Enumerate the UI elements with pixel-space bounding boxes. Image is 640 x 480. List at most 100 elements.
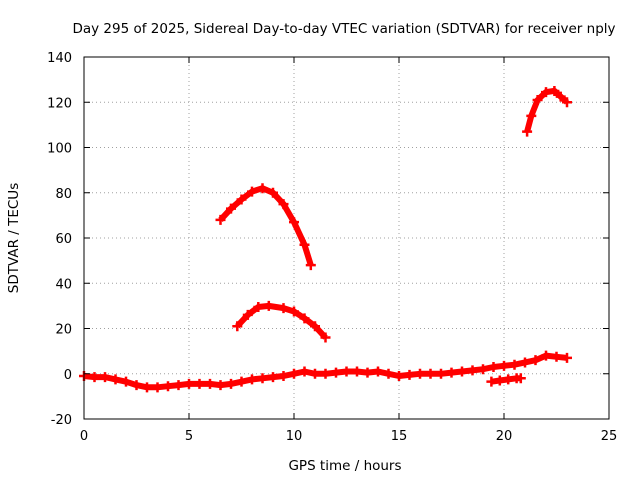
data-point <box>499 360 509 371</box>
data-point <box>242 309 253 320</box>
data-point <box>341 366 352 377</box>
series-late-low <box>486 373 526 387</box>
y-axis-label: SDTVAR / TECUs <box>6 183 22 293</box>
data-point <box>257 373 268 384</box>
data-point <box>404 369 415 380</box>
data-point <box>425 368 436 379</box>
data-point <box>415 368 425 379</box>
data-point <box>305 260 316 271</box>
series-arc-30 <box>232 300 331 343</box>
x-tick-label: 25 <box>601 429 618 444</box>
data-point <box>278 371 289 382</box>
y-tick-label: 120 <box>47 96 72 111</box>
data-point <box>446 367 457 378</box>
x-tick-label: 15 <box>391 429 408 444</box>
data-point <box>541 350 551 361</box>
data-point <box>226 378 236 389</box>
y-tick-label: 140 <box>47 51 72 66</box>
y-tick-label: 60 <box>55 232 72 247</box>
data-point <box>457 366 467 377</box>
x-axis-label: GPS time / hours <box>288 458 401 474</box>
data-point <box>152 382 163 393</box>
data-point <box>184 378 194 389</box>
data-point <box>555 91 566 102</box>
data-point <box>320 368 331 379</box>
data-point <box>331 367 341 378</box>
x-tick-label: 5 <box>185 429 193 444</box>
data-point <box>268 372 278 383</box>
data-point <box>232 321 243 332</box>
data-point <box>530 355 541 366</box>
data-point <box>562 352 572 363</box>
data-point <box>110 374 121 385</box>
y-tick-label: 0 <box>64 368 72 383</box>
data-point <box>478 364 488 375</box>
data-point <box>215 380 226 391</box>
data-point <box>247 374 257 385</box>
data-point <box>289 368 299 379</box>
data-point <box>299 313 310 324</box>
axis-ticks: 0 5 10 15 20 25 -20 0 20 40 60 80 100 120 140 <box>47 51 617 444</box>
data-point <box>278 303 289 314</box>
data-point <box>299 366 310 377</box>
data-point <box>194 378 205 389</box>
data-point <box>205 378 215 389</box>
y-tick-label: 100 <box>47 142 72 157</box>
data-point <box>310 321 320 332</box>
data-point <box>362 367 373 378</box>
data-point <box>503 374 514 385</box>
data-point <box>100 372 110 383</box>
data-point <box>257 183 268 194</box>
series-line <box>235 302 328 340</box>
series-late-high <box>522 85 572 137</box>
data-point <box>142 382 152 393</box>
x-tick-label: 10 <box>286 429 303 444</box>
data-point <box>488 361 499 372</box>
data-point <box>486 376 497 387</box>
data-point <box>236 376 247 387</box>
y-tick-label: 20 <box>55 323 72 338</box>
data-point <box>268 187 278 198</box>
y-tick-label: -20 <box>51 413 72 428</box>
chart-title: Day 295 of 2025, Sidereal Day-to-day VTE… <box>72 21 615 37</box>
data-point <box>467 365 478 376</box>
x-tick-label: 20 <box>496 429 513 444</box>
data-point <box>541 87 551 98</box>
data-point <box>562 97 572 108</box>
data-point <box>163 381 173 392</box>
data-point <box>551 351 562 362</box>
data-point <box>131 380 142 391</box>
data-point <box>373 366 383 377</box>
data-point <box>526 110 537 121</box>
data-point <box>320 332 331 343</box>
data-point <box>278 199 289 210</box>
data-point <box>522 126 533 137</box>
data-point <box>236 194 247 205</box>
data-point <box>263 300 274 311</box>
data-point <box>289 306 299 317</box>
y-tick-label: 40 <box>55 277 72 292</box>
data-point <box>436 368 446 379</box>
data-point <box>520 357 530 368</box>
data-point <box>494 375 505 386</box>
series-arc-80 <box>215 183 316 271</box>
y-tick-label: 80 <box>55 187 72 202</box>
data-point <box>89 372 100 383</box>
data-point <box>226 203 236 214</box>
data-point <box>289 217 299 228</box>
data-point <box>383 368 394 379</box>
data-point <box>173 380 184 391</box>
data-point <box>299 239 310 250</box>
data-point <box>121 376 131 387</box>
data-point <box>509 359 520 370</box>
data-point <box>352 366 362 377</box>
data-point <box>394 371 404 382</box>
series-baseline <box>79 350 572 393</box>
series-line <box>218 185 314 266</box>
data-point <box>253 302 264 313</box>
data-point <box>215 214 226 225</box>
x-tick-label: 0 <box>80 429 88 444</box>
data-point <box>515 373 526 384</box>
grid <box>84 57 609 419</box>
